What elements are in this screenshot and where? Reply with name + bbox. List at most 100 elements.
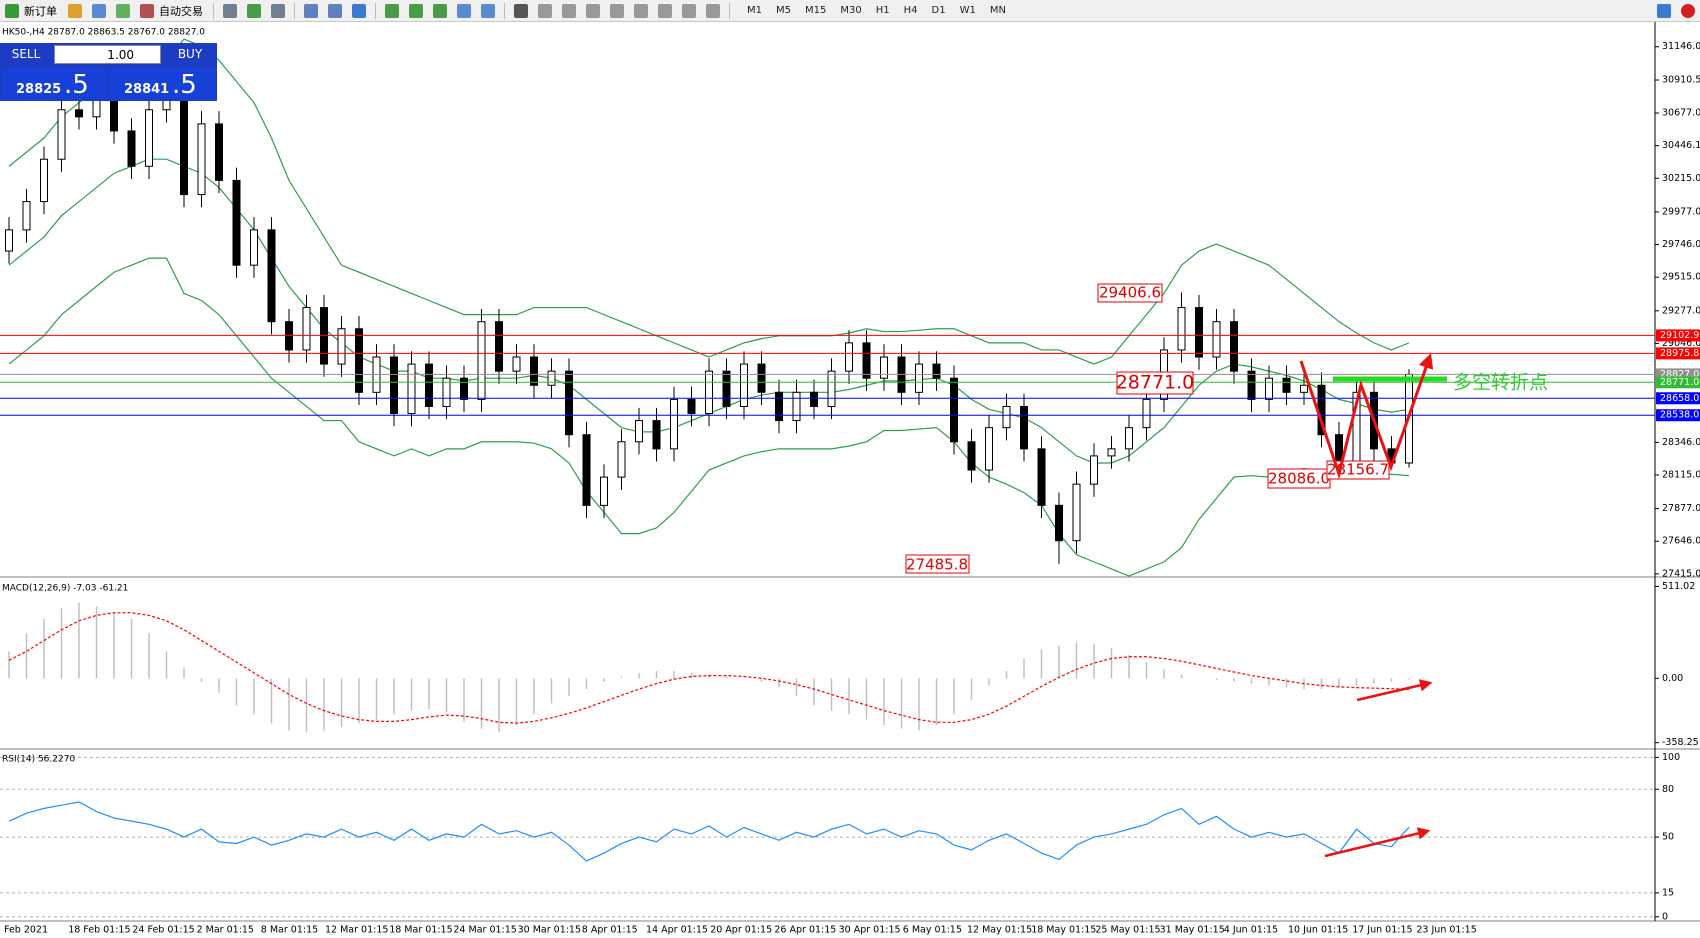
candle-body [1055, 504, 1063, 542]
toolbar-icon[interactable] [610, 3, 624, 18]
candle-body [407, 363, 416, 415]
toolbar-icon[interactable] [562, 3, 576, 18]
x-tick-label: 4 Jun 01:15 [1224, 925, 1278, 936]
annotations: 29406.6 28771.0 28086.0 28156.7 27485.8 … [905, 283, 1548, 858]
toolbar-icon[interactable] [634, 3, 648, 18]
candle-body [425, 363, 433, 407]
toolbar-icon[interactable] [352, 3, 366, 18]
toolbar-icon[interactable] [92, 3, 106, 18]
price-level-label: 28975.8 [1660, 348, 1699, 359]
y-tick-label: 80 [1662, 784, 1674, 795]
trend-arrow [1299, 353, 1434, 480]
volume-input[interactable]: 1.00 [54, 45, 161, 64]
x-tick-label: 30 Mar 01:15 [518, 925, 581, 936]
candle-body [22, 201, 31, 231]
x-tick-label: 24 Feb 01:15 [132, 925, 194, 936]
timeframe-button[interactable]: M15 [805, 5, 827, 16]
toolbar-icon[interactable] [658, 3, 672, 18]
x-tick-label: 23 Jun 01:15 [1416, 925, 1476, 936]
y-tick-label: 27877.0 [1662, 503, 1700, 514]
toolbar-icon[interactable] [271, 3, 285, 18]
x-tick-label: 8 Mar 01:15 [261, 925, 318, 936]
indicator-line [8, 801, 1410, 862]
candle-body [670, 398, 678, 450]
auto-trading-icon[interactable] [140, 3, 154, 18]
toolbar-icon[interactable] [433, 3, 447, 18]
y-tick-label: 28346.0 [1662, 437, 1700, 448]
x-tick-label: 8 Apr 01:15 [582, 925, 638, 936]
price-level-tag [1656, 329, 1700, 342]
ask-small: .5 [172, 70, 197, 100]
annotation-box [905, 554, 970, 574]
candle-body [740, 363, 748, 407]
toolbar-icon[interactable] [68, 3, 82, 18]
toolbar-icon[interactable] [457, 3, 471, 18]
timeframe-button[interactable]: D1 [931, 5, 946, 16]
bollinger-band [8, 38, 1410, 365]
candle-body [652, 420, 661, 450]
toolbar-icon[interactable] [682, 3, 696, 18]
x-tick-label: 10 Jun 01:15 [1288, 925, 1348, 936]
timeframe-button[interactable]: M5 [776, 5, 791, 16]
search-icon[interactable] [1657, 3, 1671, 18]
timeframe-button[interactable]: H1 [875, 5, 890, 16]
toolbar-icon[interactable] [385, 3, 399, 18]
trade-panel: SELL 1.00 BUY 28825 .5 28841 .5 [0, 43, 217, 101]
new-order-button[interactable]: 新订单 [24, 4, 57, 18]
new-order-icon[interactable] [5, 3, 19, 18]
toolbar-icon[interactable] [409, 3, 423, 18]
annotation-box [1116, 371, 1194, 395]
candle-body [932, 363, 941, 379]
x-tick-label: 17 Jun 01:15 [1352, 925, 1412, 936]
candle-body [355, 328, 363, 393]
toolbar-icon[interactable] [514, 3, 528, 18]
toolbar-icon[interactable] [116, 3, 130, 18]
candle-body [75, 109, 83, 118]
price-level-label: 28827.0 [1660, 369, 1699, 380]
toolbar-icon[interactable] [706, 3, 720, 18]
ask-price[interactable]: 28841 .5 [110, 68, 216, 100]
panel-title: HK50-,H4 28787.0 28863.5 28767.0 28827.0 [2, 28, 205, 38]
separator [294, 2, 295, 19]
candle-body [1142, 398, 1151, 429]
timeframe-button[interactable]: H4 [903, 5, 918, 16]
candle-body [390, 356, 398, 415]
buy-button[interactable]: BUY [177, 47, 203, 61]
auto-trading-button[interactable]: 自动交易 [159, 4, 203, 18]
toolbar-icon[interactable] [304, 3, 318, 18]
toolbar-icon[interactable] [247, 3, 261, 18]
candle-body [827, 370, 836, 407]
x-tick-label: 24 Mar 01:15 [453, 925, 516, 936]
signal-line [8, 612, 1410, 724]
timeframe-button[interactable]: M30 [840, 5, 862, 16]
panel-title: MACD(12,26,9) -7.03 -61.21 [2, 584, 128, 594]
candle-body [232, 179, 241, 266]
toolbar-icon[interactable] [223, 3, 237, 18]
candle-body [1265, 377, 1273, 400]
toolbar-icon[interactable] [328, 3, 342, 18]
timeframe-button[interactable]: M1 [747, 5, 762, 16]
candle-body [792, 391, 801, 422]
price-level-label: 29102.9 [1660, 330, 1699, 341]
candle-body [1195, 307, 1203, 358]
candle-body [337, 328, 346, 365]
timeframe-button[interactable]: MN [989, 5, 1006, 16]
candle-body [1247, 370, 1256, 400]
toolbar: 新订单 自动交易 M1 M5 M15 M30 H1 H4 D1 W1 MN [0, 0, 1700, 22]
candle-body [757, 363, 766, 393]
x-tick-label: 25 May 01:15 [1095, 925, 1160, 936]
sell-button[interactable]: SELL [11, 47, 41, 61]
toolbar-icon[interactable] [538, 3, 552, 18]
candle-body [950, 377, 958, 443]
y-tick-label: 29977.0 [1662, 206, 1700, 217]
toolbar-icon[interactable] [481, 3, 495, 18]
toolbar-icon[interactable] [586, 3, 600, 18]
x-tick-label: 2 Mar 01:15 [197, 925, 254, 936]
y-tick-label: 0 [1662, 911, 1668, 922]
candle-body [967, 441, 976, 471]
candle-body [145, 109, 153, 167]
bid-price[interactable]: 28825 .5 [2, 68, 108, 100]
timeframe-button[interactable]: W1 [959, 5, 976, 16]
alert-icon[interactable] [1681, 3, 1695, 18]
